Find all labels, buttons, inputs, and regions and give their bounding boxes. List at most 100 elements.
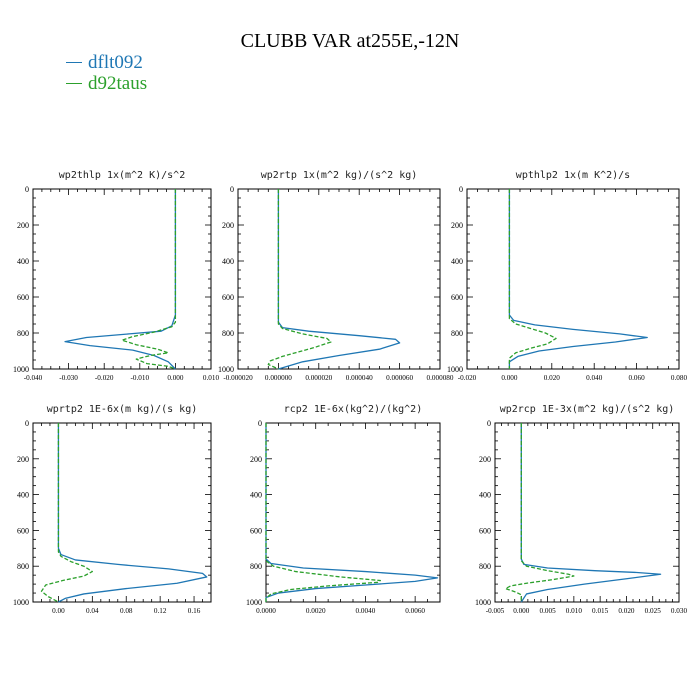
series-line-dflt092 [508,189,648,369]
y-tick-label: 600 [250,526,262,535]
x-tick-label: 0.0020 [306,607,326,615]
x-tick-label: 0.16 [188,607,201,615]
y-tick-label: 800 [17,329,29,338]
y-tick-label: 200 [451,221,463,230]
y-tick-label: 800 [17,562,29,571]
y-tick-label: 600 [451,293,463,302]
chart-panel-2: wp2rtp 1x(m^2 kg)/(s^2 kg) 0 200 400 600 800 1… [218,170,454,382]
y-tick-label: 400 [17,257,29,266]
x-tick-label: 0.000060 [386,374,413,382]
x-tick-label: 0.025 [645,607,662,615]
y-tick-label: 600 [479,526,491,535]
x-tick-label: -0.040 [24,374,43,382]
y-tick-label: 800 [451,329,463,338]
legend-item-d92taus: d92taus [66,73,147,94]
y-tick-label: 1000 [13,598,29,607]
y-tick-label: 800 [222,329,234,338]
x-tick-label: 0.0000 [256,607,276,615]
y-tick-label: 400 [451,257,463,266]
panel-title: wprtp2 1E-6x(m kg)/(s kg) [47,404,198,415]
x-tick-label: 0.020 [544,374,561,382]
series-line-dflt092 [277,189,401,370]
x-tick-label: 0.08 [120,607,133,615]
series-line-d92taus [508,189,557,369]
chart-panel-3: wpthlp2 1x(m K^2)/s 0 200 400 600 800 1000-0.0… [447,170,687,382]
y-tick-label: 0 [25,419,29,428]
panel-title: wp2rtp 1x(m^2 kg)/(s^2 kg) [261,170,418,181]
y-tick-label: 400 [479,491,491,500]
plot-frame [237,188,441,370]
x-tick-label: 0.080 [671,374,688,382]
x-tick-label: 0.0040 [356,607,376,615]
series-line-dflt092 [265,423,439,602]
x-tick-label: 0.040 [586,374,603,382]
panel-title: wp2thlp 1x(m^2 K)/s^2 [59,170,185,181]
x-tick-label: -0.000020 [223,374,253,382]
y-tick-label: 800 [479,562,491,571]
x-tick-label: -0.005 [486,607,505,615]
y-tick-label: 400 [250,491,262,500]
plot-frame [466,188,680,370]
y-tick-label: 0 [230,185,234,194]
legend-label-dflt092: dflt092 [88,52,143,73]
y-tick-label: 200 [17,455,29,464]
y-tick-label: 0 [258,419,262,428]
x-tick-label: 0.000 [513,607,530,615]
y-tick-label: 600 [17,526,29,535]
plot-frame [32,188,212,370]
legend-item-dflt092: dflt092 [66,52,147,73]
y-tick-label: 1000 [218,365,234,374]
panel-title: wpthlp2 1x(m K^2)/s [516,170,630,181]
y-tick-label: 200 [222,221,234,230]
legend-line-d92taus [66,83,82,84]
x-tick-label: 0.000080 [427,374,454,382]
series-line-d92taus [265,423,381,602]
series-line-dflt092 [520,423,662,603]
x-tick-label: 0.000020 [305,374,332,382]
y-tick-label: 200 [479,455,491,464]
y-tick-label: 1000 [246,598,262,607]
series-line-d92taus [504,423,575,602]
x-tick-label: 0.000 [167,374,184,382]
y-tick-label: 200 [17,221,29,230]
x-tick-label: 0.010 [203,374,220,382]
panel-title: rcp2 1E-6x(kg^2)/(kg^2) [284,404,422,415]
y-tick-label: 800 [250,562,262,571]
chart-panel-4: wprtp2 1E-6x(m kg)/(s kg) 0 200 400 600 800 10… [13,404,212,615]
x-tick-label: -0.030 [59,374,78,382]
chart-panel-1: wp2thlp 1x(m^2 K)/s^202004006008001000-0… [13,170,219,382]
panel-title: wp2rcp 1E-3x(m^2 kg)/(s^2 kg) [500,404,675,415]
x-tick-label: 0.12 [154,607,167,615]
y-tick-label: 400 [17,491,29,500]
x-tick-label: 0.00 [52,607,65,615]
plot-frame [32,422,212,603]
y-tick-label: 1000 [13,365,29,374]
series-line-d92taus [40,423,93,603]
x-tick-label: -0.020 [95,374,114,382]
series-line-d92taus [267,189,332,370]
x-tick-label: 0.015 [592,607,609,615]
y-tick-label: 1000 [475,598,491,607]
y-tick-label: 400 [222,257,234,266]
x-tick-label: -0.010 [131,374,150,382]
x-tick-label: 0.000 [501,374,518,382]
y-tick-label: 0 [487,419,491,428]
series-line-dflt092 [64,189,177,370]
x-tick-label: 0.000000 [265,374,292,382]
y-tick-label: 1000 [447,365,463,374]
x-tick-label: 0.04 [86,607,99,615]
x-tick-label: 0.020 [618,607,635,615]
y-tick-label: 600 [17,293,29,302]
x-tick-label: 0.060 [629,374,646,382]
legend-line-dflt092 [66,62,82,63]
chart-panel-6: wp2rcp 1E-3x(m^2 kg)/(s^2 kg) 0 200 400 600 8… [475,404,687,615]
legend: dflt092 d92taus [66,52,147,94]
x-tick-label: -0.020 [458,374,477,382]
y-tick-label: 200 [250,455,262,464]
y-tick-label: 0 [25,185,29,194]
x-tick-label: 0.0060 [405,607,425,615]
series-line-d92taus [121,189,177,370]
y-tick-label: 0 [459,185,463,194]
x-tick-label: 0.010 [566,607,583,615]
